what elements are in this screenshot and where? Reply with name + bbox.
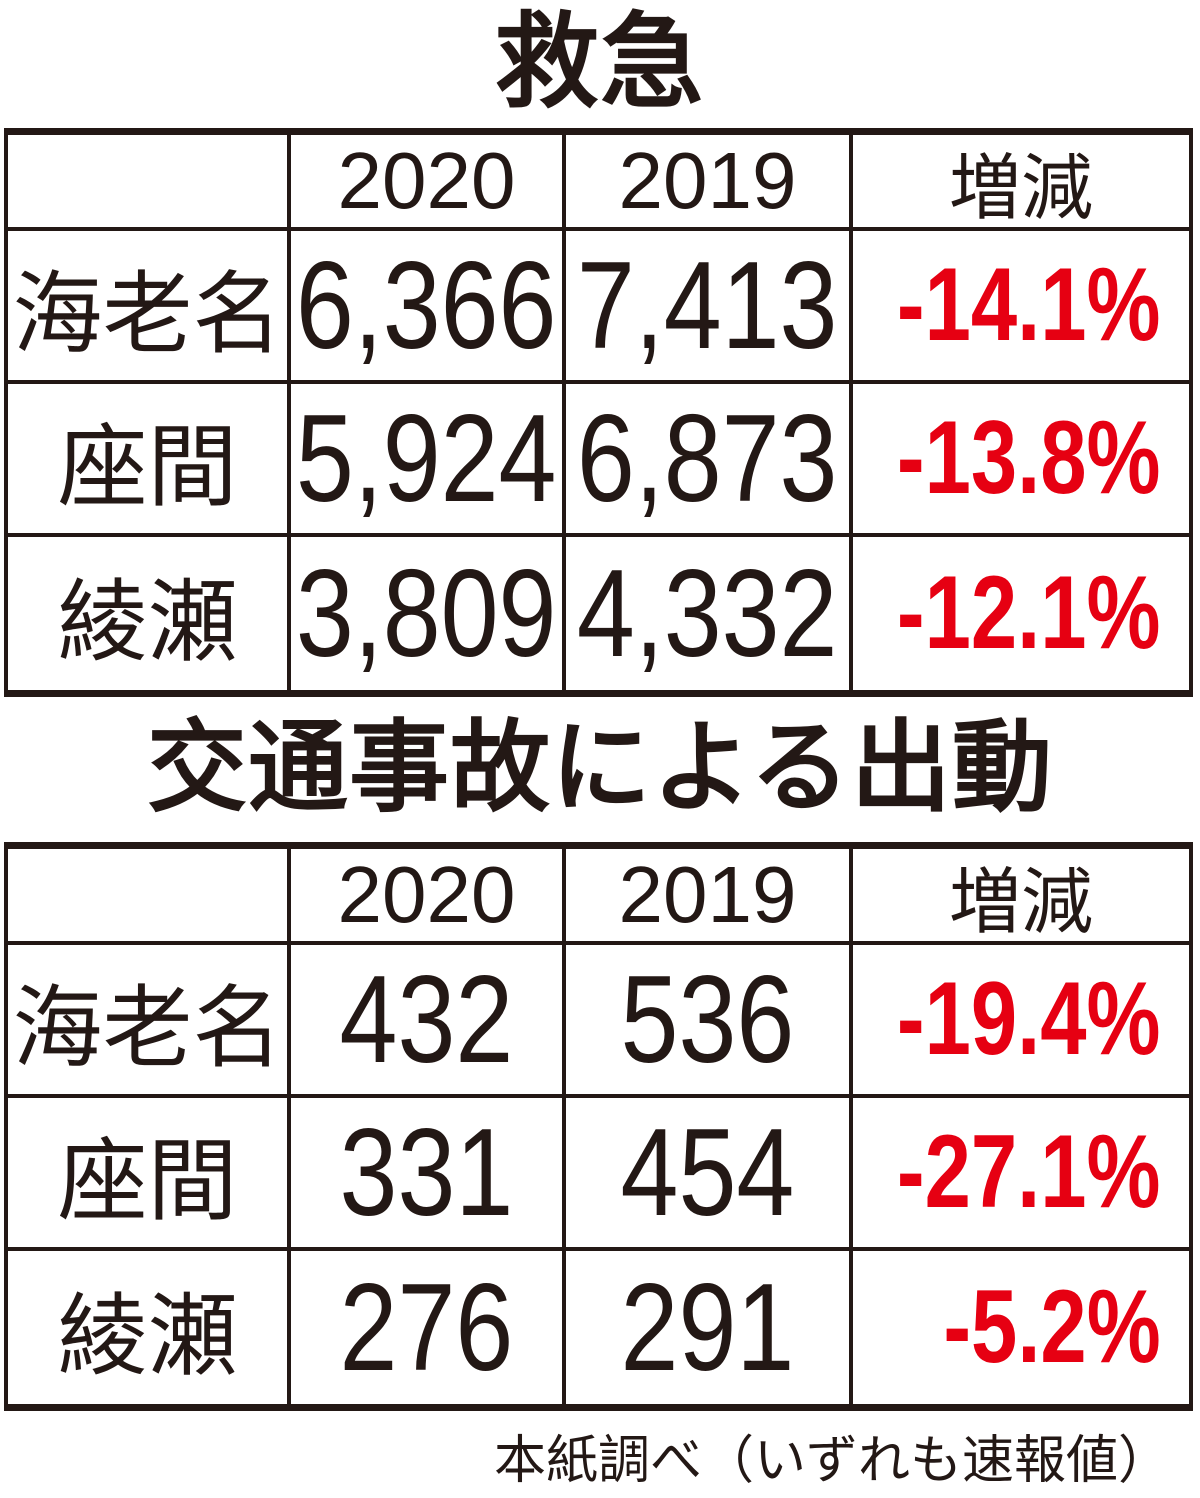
value-2020: 331 (339, 1103, 514, 1242)
row-label: 海老名 (12, 978, 283, 1079)
row-label: 座間 (57, 417, 238, 518)
value-2020: 432 (339, 950, 514, 1089)
value-2019: 454 (620, 1103, 795, 1242)
table2-row3-change-cell: -5.2% (853, 1251, 1189, 1404)
table1-row2-2019-cell: 6,873 (566, 384, 853, 537)
table2-row2-2019-cell: 454 (566, 1098, 853, 1251)
value-2020: 6,366 (296, 236, 557, 375)
table2-row2-change-cell: -27.1% (853, 1098, 1189, 1251)
header-change-label: 増減 (948, 862, 1093, 943)
row-label: 綾瀬 (57, 1286, 238, 1387)
value-2019: 4,332 (577, 544, 838, 683)
table-emergency: 2020 2019 増減 海老名 6,366 7,413 -14.1% 座間 5… (4, 128, 1193, 697)
table1-row3-2019-cell: 4,332 (566, 537, 853, 690)
value-2019: 6,873 (577, 389, 838, 528)
header-year-label: 2020 (337, 850, 516, 939)
value-2019: 7,413 (577, 236, 838, 375)
header-year-label: 2020 (337, 136, 516, 225)
table2-header-2019: 2019 (566, 849, 853, 945)
change-percent: -13.8% (897, 400, 1161, 516)
table2-header-blank (8, 849, 291, 945)
table2-header-change: 増減 (853, 849, 1189, 945)
change-percent: -27.1% (897, 1114, 1161, 1230)
row-label: 海老名 (12, 264, 283, 365)
source-note: 本紙調べ（いずれも速報値） (493, 1432, 1170, 1490)
table1-header-blank (8, 135, 291, 231)
table-traffic-accidents: 2020 2019 増減 海老名 432 536 -19.4% 座間 331 4… (4, 842, 1193, 1411)
table1-row1-2020-cell: 6,366 (291, 231, 566, 384)
table1-header-2019: 2019 (566, 135, 853, 231)
table1-title: 救急 (494, 5, 705, 121)
value-2020: 276 (339, 1258, 514, 1397)
table2-row2-2020-cell: 331 (291, 1098, 566, 1251)
table2-row1-change-cell: -19.4% (853, 945, 1189, 1098)
header-year-label: 2019 (618, 850, 797, 939)
change-percent: -14.1% (897, 247, 1161, 363)
table1-row2-change-cell: -13.8% (853, 384, 1189, 537)
table1-row1-label-cell: 海老名 (8, 231, 291, 384)
value-2020: 3,809 (296, 544, 557, 683)
table2-row1-2019-cell: 536 (566, 945, 853, 1098)
table1-row2-2020-cell: 5,924 (291, 384, 566, 537)
change-percent: -19.4% (897, 961, 1161, 1077)
table1-row2-label-cell: 座間 (8, 384, 291, 537)
row-label: 綾瀬 (57, 572, 238, 673)
table1-header-2020: 2020 (291, 135, 566, 231)
table2-row1-label-cell: 海老名 (8, 945, 291, 1098)
row-label: 座間 (57, 1131, 238, 1232)
table1-header-change: 増減 (853, 135, 1189, 231)
table1-row1-2019-cell: 7,413 (566, 231, 853, 384)
value-2019: 291 (620, 1258, 795, 1397)
table1-row3-2020-cell: 3,809 (291, 537, 566, 690)
table2-row1-2020-cell: 432 (291, 945, 566, 1098)
table2-title: 交通事故による出動 (147, 712, 1053, 824)
table1-row3-label-cell: 綾瀬 (8, 537, 291, 690)
value-2019: 536 (620, 950, 795, 1089)
table2-row3-label-cell: 綾瀬 (8, 1251, 291, 1404)
header-change-label: 増減 (948, 148, 1093, 229)
table1-row3-change-cell: -12.1% (853, 537, 1189, 690)
change-percent: -5.2% (943, 1269, 1161, 1385)
value-2020: 5,924 (296, 389, 557, 528)
change-percent: -12.1% (897, 555, 1161, 671)
header-year-label: 2019 (618, 136, 797, 225)
table2-row3-2019-cell: 291 (566, 1251, 853, 1404)
table1-row1-change-cell: -14.1% (853, 231, 1189, 384)
table2-header-2020: 2020 (291, 849, 566, 945)
table2-row3-2020-cell: 276 (291, 1251, 566, 1404)
table2-row2-label-cell: 座間 (8, 1098, 291, 1251)
